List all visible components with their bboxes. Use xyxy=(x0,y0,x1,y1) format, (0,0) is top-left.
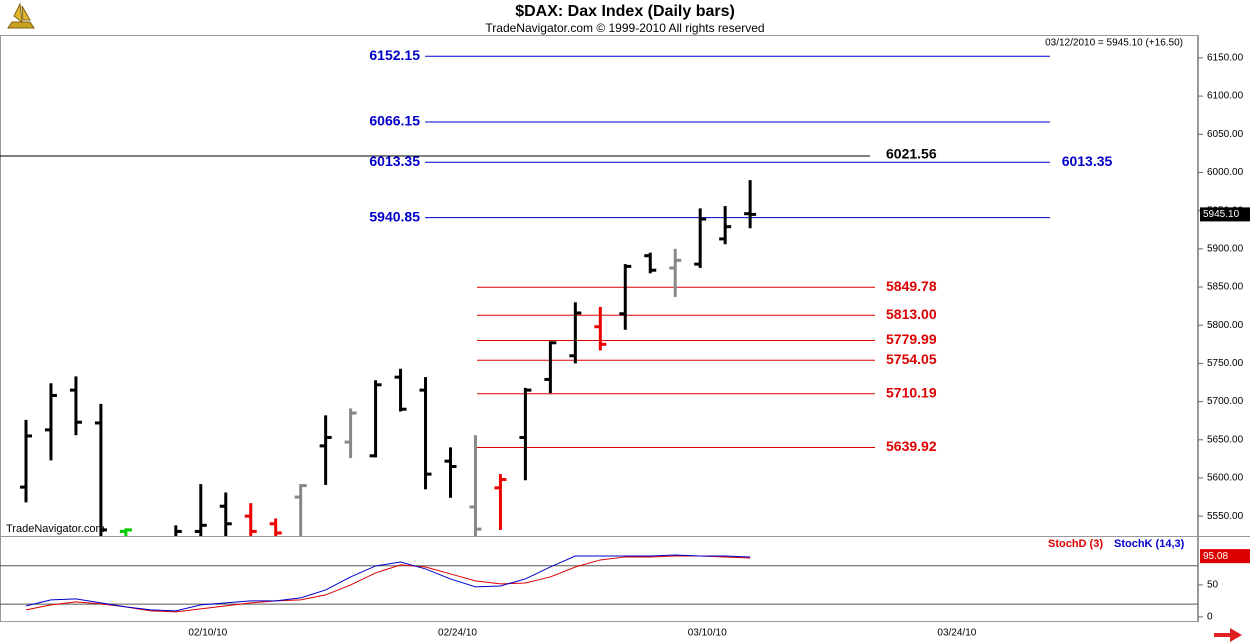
y-tick-label: 6100.00 xyxy=(1207,91,1244,102)
y-tick-label: 6150.00 xyxy=(1207,53,1244,64)
x-tick-label: 02/24/10 xyxy=(438,628,477,639)
last-value-box xyxy=(1200,549,1250,564)
last-price-box xyxy=(1200,207,1250,222)
y-tick-label: 0 xyxy=(1207,612,1213,623)
logo xyxy=(7,2,35,29)
level-label: 6021.56 xyxy=(886,146,937,162)
level-label: 5940.85 xyxy=(369,208,420,224)
level-label: 6013.35 xyxy=(369,153,420,169)
level-label: 5813.00 xyxy=(886,306,937,322)
frame xyxy=(0,35,1198,622)
y-tick-label: 5800.00 xyxy=(1207,320,1244,331)
status-text: 03/12/2010 = 5945.10 (+16.50) xyxy=(1045,38,1183,49)
y-tick-label: 5650.00 xyxy=(1207,434,1244,445)
y-tick-label: 5850.00 xyxy=(1207,282,1244,293)
y-tick-label: 6000.00 xyxy=(1207,167,1244,178)
price-panel xyxy=(0,55,1050,536)
watermark: TradeNavigator.com xyxy=(6,523,105,535)
x-tick-label: 03/10/10 xyxy=(688,628,727,639)
stoch-line xyxy=(25,554,751,612)
y-tick-label: 5600.00 xyxy=(1207,473,1244,484)
y-tick-label: 50 xyxy=(1207,580,1219,591)
x-tick-label: 02/10/10 xyxy=(188,628,227,639)
last-value-label: 95.08 xyxy=(1203,551,1228,562)
stoch-line xyxy=(25,555,751,613)
level-label: 5779.99 xyxy=(886,331,937,347)
level-label: 5710.19 xyxy=(886,385,937,401)
level-label: 6013.35 xyxy=(1062,153,1113,169)
y-tick-label: 5550.00 xyxy=(1207,511,1244,522)
legend-entry: StochD (3) xyxy=(1048,538,1103,550)
legend-entry: StochK (14,3) xyxy=(1114,538,1185,550)
level-label: 6152.15 xyxy=(369,47,420,63)
x-tick-label: 03/24/10 xyxy=(937,628,976,639)
level-label: 5754.05 xyxy=(886,351,937,367)
y-tick-label: 5700.00 xyxy=(1207,396,1244,407)
y-tick-label: 5900.00 xyxy=(1207,243,1244,254)
level-label: 5849.78 xyxy=(886,278,937,294)
y-tick-label: 5750.00 xyxy=(1207,358,1244,369)
chart-title: $DAX: Dax Index (Daily bars) xyxy=(515,3,735,20)
stoch-panel xyxy=(0,554,1198,613)
level-label: 6066.15 xyxy=(369,113,420,129)
y-tick-label: 6050.00 xyxy=(1207,129,1244,140)
scroll-arrow[interactable] xyxy=(1214,628,1242,642)
chart-subtitle: TradeNavigator.com © 1999-2010 All right… xyxy=(485,21,764,35)
last-price-label: 5945.10 xyxy=(1203,209,1240,220)
level-label: 5639.92 xyxy=(886,438,937,454)
